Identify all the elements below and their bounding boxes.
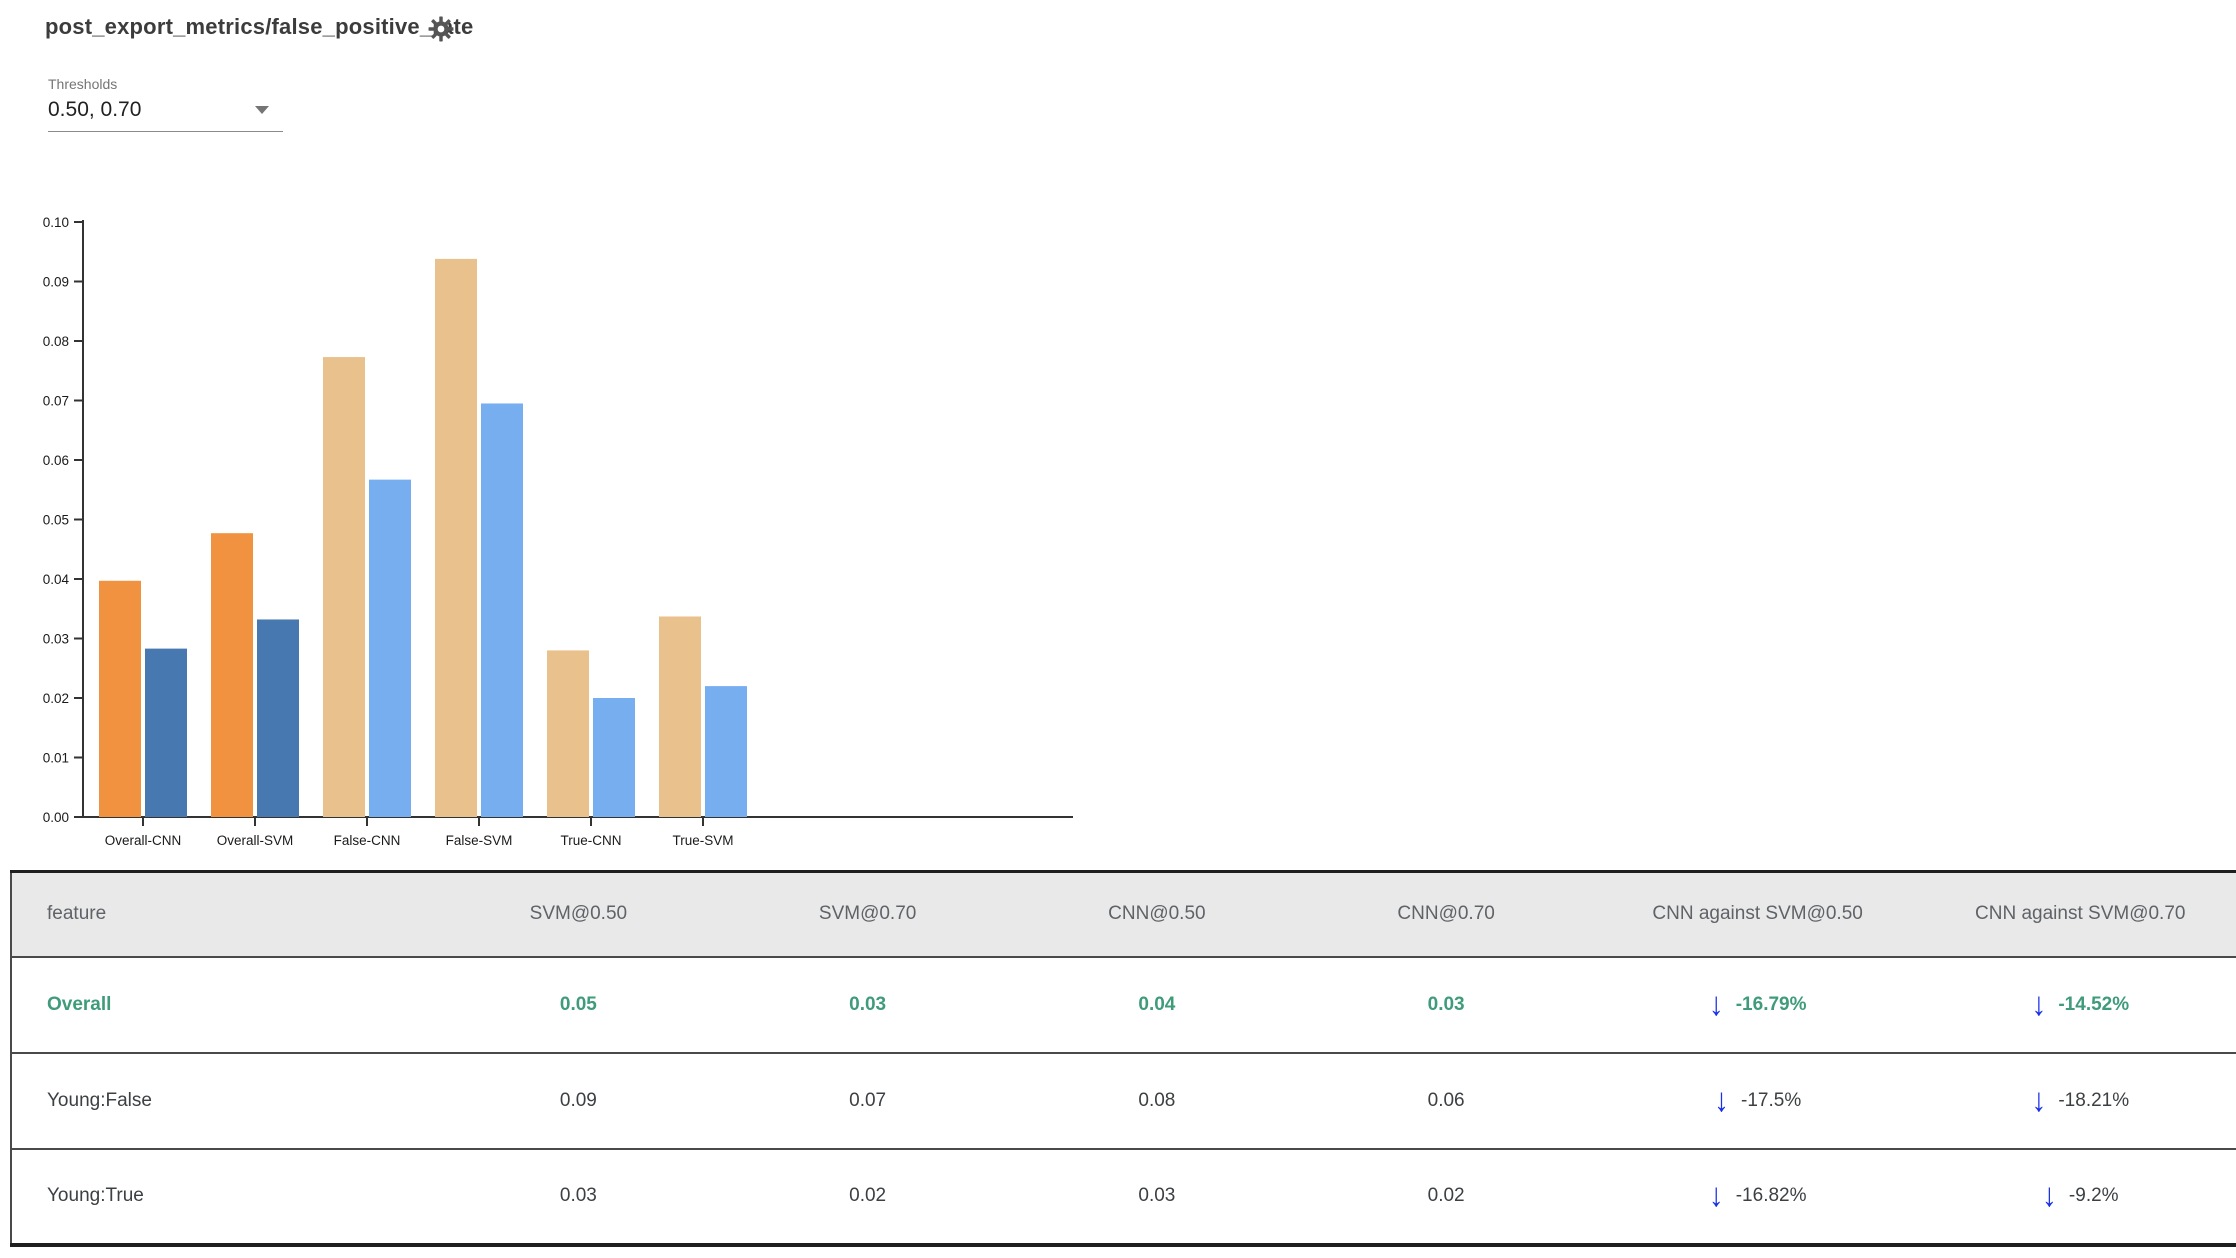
comparison-percent: -17.5% [1741,1089,1802,1111]
y-axis-tick-label: 0.00 [43,810,69,825]
page-title: post_export_metrics/false_positive_rate [45,14,474,39]
metric-value-cell: 0.09 [433,1052,723,1150]
comparison-cell: ↓ -9.2% [1924,1148,2236,1246]
column-header-cnn-0-50[interactable]: CNN@0.50 [1012,871,1302,958]
metric-value-cell: 0.03 [1012,1148,1302,1246]
bar-true-cnn-threshold0.70[interactable] [593,698,635,817]
feature-cell: Overall [11,956,434,1054]
x-axis-category-label: True-CNN [560,833,621,848]
column-header-feature[interactable]: feature [11,871,434,958]
arrow-down-icon: ↓ [1708,1177,1724,1214]
bar-true-cnn-threshold0.50[interactable] [547,650,589,817]
y-axis-tick-label: 0.04 [43,572,70,587]
column-header-cnn-against-svm-0-50[interactable]: CNN against SVM@0.50 [1590,871,1925,958]
thresholds-select[interactable]: 0.50, 0.70 [48,98,283,132]
thresholds-label: Thresholds [48,76,118,92]
table-row-young-true[interactable]: Young:True 0.03 0.02 0.03 0.02 ↓ -16.82% ↓ -9.2% [11,1148,2236,1246]
metric-value-cell: 0.05 [433,956,723,1054]
arrow-down-icon: ↓ [2031,1081,2047,1119]
y-axis-tick-label: 0.07 [43,394,69,409]
false-positive-rate-bar-chart: 0.00 0.01 0.02 0.03 0.04 0.05 0.06 0.07 0.08 0.09… [43,215,1073,848]
table-row-young-false[interactable]: Young:False 0.09 0.07 0.08 0.06 ↓ -17.5% ↓ -18.2… [11,1052,2236,1150]
arrow-down-icon: ↓ [2041,1177,2057,1214]
column-header-cnn-0-70[interactable]: CNN@0.70 [1301,871,1591,958]
bar-true-svm-threshold0.50[interactable] [659,616,701,817]
x-axis-category-label: True-SVM [672,833,733,848]
bar-overall-svm-threshold0.70[interactable] [257,619,299,817]
thresholds-value: 0.50, 0.70 [48,98,142,121]
y-axis-tick-label: 0.09 [43,275,69,290]
column-header-cnn-against-svm-0-70[interactable]: CNN against SVM@0.70 [1924,871,2236,958]
comparison-percent: -18.21% [2058,1089,2130,1111]
feature-cell: Young:True [11,1148,434,1246]
table-row-overall[interactable]: Overall 0.05 0.03 0.04 0.03 ↓ -16.79% ↓ -14.52% [11,956,2236,1054]
x-axis-category-label: Overall-CNN [105,833,182,848]
arrow-down-icon: ↓ [2031,985,2047,1023]
arrow-down-icon: ↓ [1708,985,1724,1023]
bar-overall-svm-threshold0.50[interactable] [211,533,253,817]
comparison-cell: ↓ -16.82% [1590,1148,1925,1246]
x-axis-category-label: Overall-SVM [217,833,294,848]
chevron-down-icon [255,106,269,114]
comparison-percent: -16.82% [1735,1185,1807,1206]
arrow-down-icon: ↓ [1714,1081,1730,1119]
y-axis-tick-label: 0.08 [43,334,69,349]
x-axis-category-label: False-SVM [446,833,513,848]
comparison-percent: -9.2% [2068,1185,2119,1206]
settings-gear-icon[interactable] [428,16,454,42]
y-axis-tick-label: 0.02 [43,691,69,706]
y-axis-tick-label: 0.10 [43,215,69,230]
y-axis-tick-label: 0.06 [43,453,69,468]
bar-overall-cnn-threshold0.50[interactable] [99,580,141,817]
y-axis-tick-label: 0.03 [43,632,69,647]
x-axis-category-label: False-CNN [334,833,401,848]
comparison-cell: ↓ -17.5% [1590,1052,1925,1150]
metric-value-cell: 0.03 [1301,956,1591,1054]
comparison-cell: ↓ -18.21% [1924,1052,2236,1150]
bar-false-cnn-threshold0.70[interactable] [369,479,411,817]
bar-true-svm-threshold0.70[interactable] [705,686,747,817]
metric-value-cell: 0.03 [723,956,1013,1054]
metric-value-cell: 0.08 [1012,1052,1302,1150]
metric-value-cell: 0.07 [723,1052,1013,1150]
y-axis-tick-label: 0.01 [43,751,69,766]
bar-false-svm-threshold0.50[interactable] [435,258,477,817]
metric-value-cell: 0.04 [1012,956,1302,1054]
column-header-svm-0-50[interactable]: SVM@0.50 [433,871,723,958]
metrics-table: feature SVM@0.50 SVM@0.70 CNN@0.50 CNN@0.70 C… [10,870,2236,1247]
comparison-cell: ↓ -16.79% [1590,956,1925,1054]
column-header-svm-0-70[interactable]: SVM@0.70 [723,871,1013,958]
metrics-table-header: feature SVM@0.50 SVM@0.70 CNN@0.50 CNN@0.70 C… [11,871,2236,958]
metric-value-cell: 0.06 [1301,1052,1591,1150]
comparison-percent: -16.79% [1735,993,1807,1015]
metric-value-cell: 0.02 [1301,1148,1591,1246]
comparison-cell: ↓ -14.52% [1924,956,2236,1054]
thresholds-dropdown: Thresholds 0.50, 0.70 [48,76,283,132]
comparison-percent: -14.52% [2058,993,2130,1015]
feature-cell: Young:False [11,1052,434,1150]
bar-false-cnn-threshold0.50[interactable] [323,357,365,817]
metric-value-cell: 0.03 [433,1148,723,1246]
bar-false-svm-threshold0.70[interactable] [481,403,523,817]
metric-value-cell: 0.02 [723,1148,1013,1246]
bar-overall-cnn-threshold0.70[interactable] [145,648,187,817]
y-axis-tick-label: 0.05 [43,513,69,528]
